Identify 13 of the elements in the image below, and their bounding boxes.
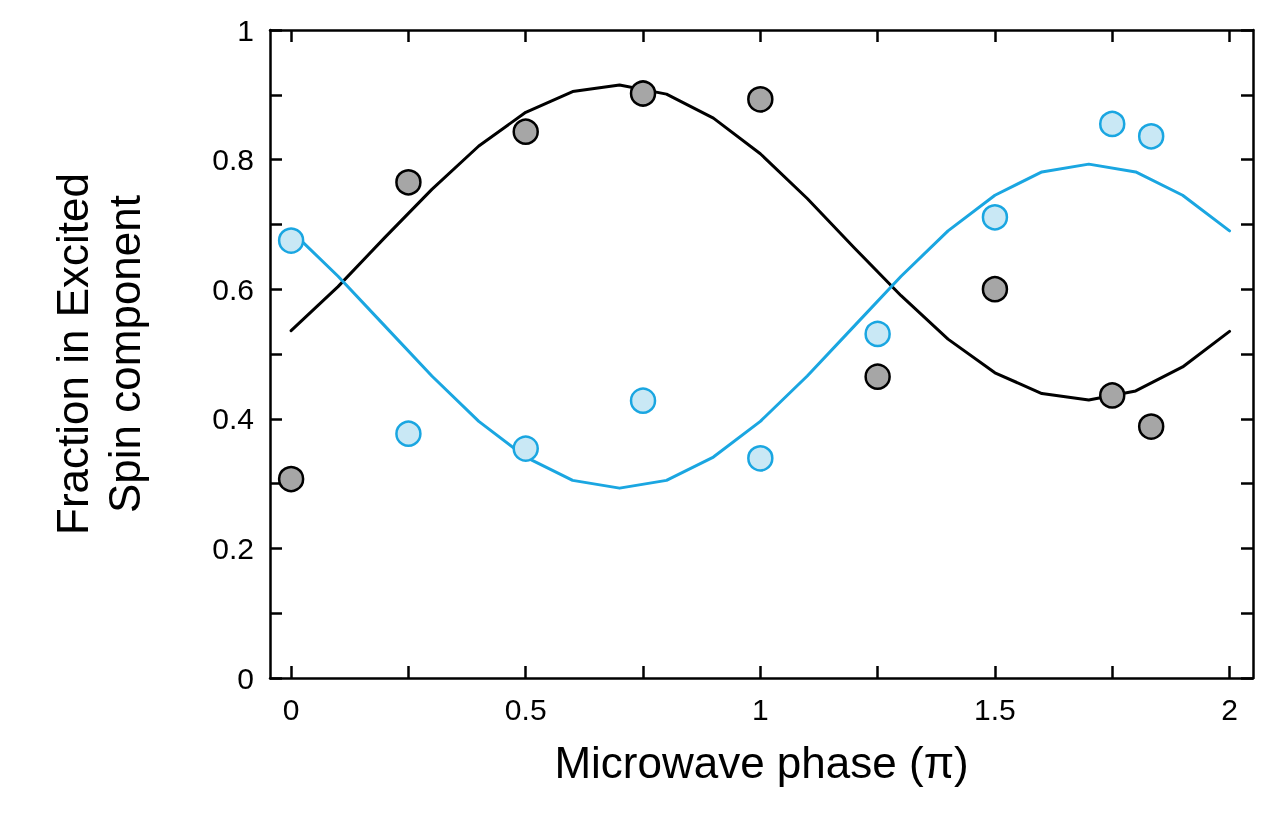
- y-tick-label: 0.2: [212, 531, 254, 565]
- y-tick-label: 0.8: [212, 143, 254, 177]
- x-tick-label: 2: [1221, 692, 1238, 726]
- x-tick-label: 1: [751, 692, 769, 726]
- y-tick-label: 0: [237, 661, 254, 695]
- x-tick-label: 1.5: [974, 692, 1016, 726]
- y-tick-label: 0.6: [212, 272, 254, 306]
- x-tick-label: 0.5: [504, 692, 547, 726]
- x-axis-title: Microwave phase (π): [554, 737, 969, 787]
- x-tick-label: 0: [282, 692, 300, 726]
- y-tick-label: 0.4: [212, 402, 254, 436]
- y-axis-title: Fraction in Excited Spin component: [47, 173, 149, 535]
- y-tick-label: 1: [237, 13, 254, 47]
